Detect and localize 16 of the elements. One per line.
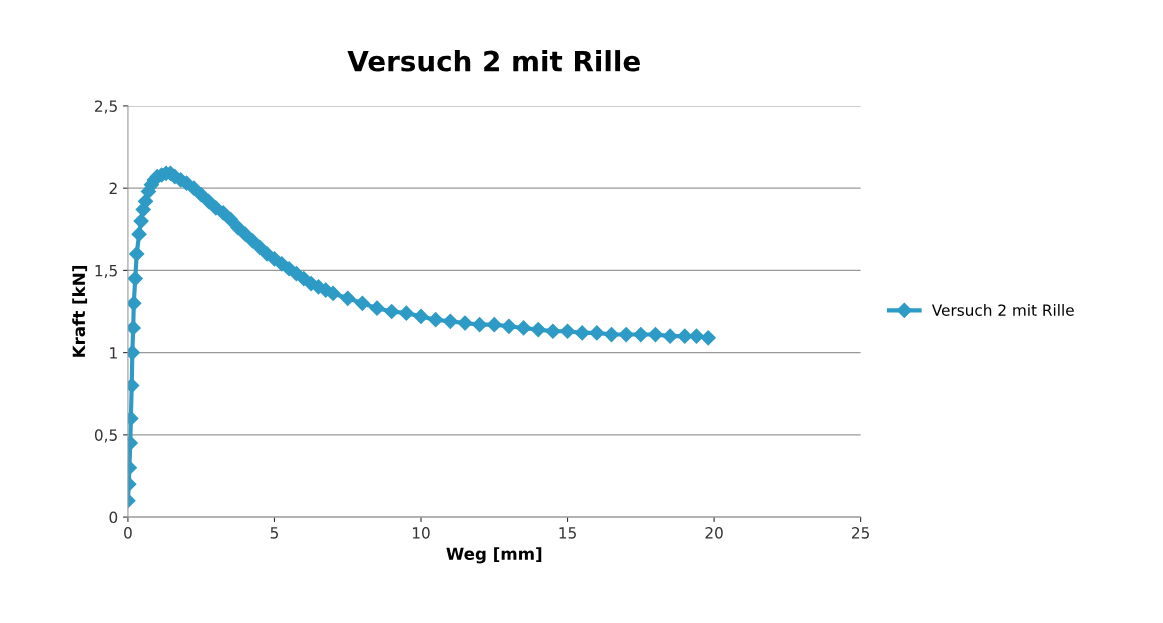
- y-tick-label: 0,5: [94, 429, 117, 443]
- legend-label: Versuch 2 mit Rille: [931, 304, 1074, 316]
- x-tick-label: 15: [559, 527, 576, 539]
- y-axis-title: Kraft [kN]: [72, 266, 88, 357]
- x-tick-label: 10: [412, 527, 430, 539]
- y-tick-label: 1,5: [95, 265, 117, 278]
- y-tick-label: 1: [110, 347, 117, 359]
- chart-title: Versuch 2 mit Rille: [347, 50, 640, 72]
- y-tick-label: 2,5: [95, 100, 117, 114]
- x-tick-label: 5: [270, 527, 278, 539]
- x-axis-title: Weg [mm]: [446, 547, 542, 564]
- x-tick-label: 20: [705, 527, 723, 539]
- y-tick-label: 0: [109, 511, 118, 524]
- y-tick-label: 2: [109, 182, 117, 194]
- x-tick-label: 0: [124, 527, 132, 539]
- x-tick-label: 25: [852, 527, 870, 539]
